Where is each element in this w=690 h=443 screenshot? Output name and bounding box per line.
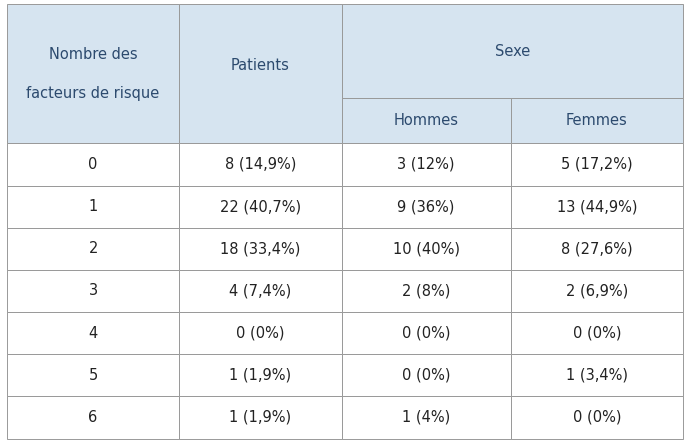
Bar: [179, 228, 342, 270]
Text: 3 (12%): 3 (12%): [397, 157, 455, 172]
Text: 8 (14,9%): 8 (14,9%): [225, 157, 296, 172]
Text: 0 (0%): 0 (0%): [402, 368, 451, 383]
Text: Sexe: Sexe: [495, 43, 530, 58]
Bar: [179, 312, 342, 354]
Text: Femmes: Femmes: [566, 113, 628, 128]
Text: Hommes: Hommes: [393, 113, 459, 128]
Bar: [179, 270, 342, 312]
Bar: [7, 270, 179, 312]
Bar: [7, 396, 179, 439]
Bar: [179, 354, 342, 396]
Text: 2 (6,9%): 2 (6,9%): [566, 284, 628, 299]
Bar: [179, 396, 342, 439]
Text: 0 (0%): 0 (0%): [236, 326, 285, 341]
Bar: [342, 4, 683, 98]
Bar: [342, 270, 511, 312]
Bar: [342, 396, 511, 439]
Text: 1: 1: [88, 199, 98, 214]
Text: facteurs de risque: facteurs de risque: [26, 86, 160, 101]
Text: 1 (1,9%): 1 (1,9%): [229, 368, 292, 383]
Text: 9 (36%): 9 (36%): [397, 199, 455, 214]
Bar: [511, 98, 683, 144]
Text: 0 (0%): 0 (0%): [573, 410, 621, 425]
Bar: [7, 354, 179, 396]
Text: 1 (1,9%): 1 (1,9%): [229, 410, 292, 425]
Bar: [511, 396, 683, 439]
Text: 6: 6: [88, 410, 98, 425]
Text: Nombre des: Nombre des: [49, 47, 137, 62]
Text: 10 (40%): 10 (40%): [393, 241, 460, 256]
Bar: [342, 186, 511, 228]
Text: 1 (3,4%): 1 (3,4%): [566, 368, 628, 383]
Bar: [7, 4, 179, 144]
Text: 3: 3: [88, 284, 98, 299]
Text: 1 (4%): 1 (4%): [402, 410, 451, 425]
Bar: [511, 144, 683, 186]
Bar: [511, 312, 683, 354]
Text: 0 (0%): 0 (0%): [402, 326, 451, 341]
Bar: [179, 186, 342, 228]
Text: 22 (40,7%): 22 (40,7%): [220, 199, 301, 214]
Bar: [511, 228, 683, 270]
Bar: [179, 4, 342, 144]
Bar: [7, 312, 179, 354]
Text: 13 (44,9%): 13 (44,9%): [557, 199, 637, 214]
Bar: [511, 186, 683, 228]
Bar: [7, 144, 179, 186]
Bar: [342, 144, 511, 186]
Bar: [7, 186, 179, 228]
Text: 2 (8%): 2 (8%): [402, 284, 451, 299]
Text: 2: 2: [88, 241, 98, 256]
Bar: [342, 354, 511, 396]
Text: 18 (33,4%): 18 (33,4%): [220, 241, 301, 256]
Bar: [342, 228, 511, 270]
Bar: [342, 98, 511, 144]
Bar: [7, 228, 179, 270]
Text: 5 (17,2%): 5 (17,2%): [561, 157, 633, 172]
Text: 5: 5: [88, 368, 98, 383]
Text: 4: 4: [88, 326, 98, 341]
Text: 4 (7,4%): 4 (7,4%): [229, 284, 292, 299]
Text: Patients: Patients: [231, 58, 290, 73]
Bar: [179, 144, 342, 186]
Text: 0 (0%): 0 (0%): [573, 326, 621, 341]
Text: 0: 0: [88, 157, 98, 172]
Bar: [511, 270, 683, 312]
Bar: [342, 312, 511, 354]
Bar: [511, 354, 683, 396]
Text: 8 (27,6%): 8 (27,6%): [561, 241, 633, 256]
